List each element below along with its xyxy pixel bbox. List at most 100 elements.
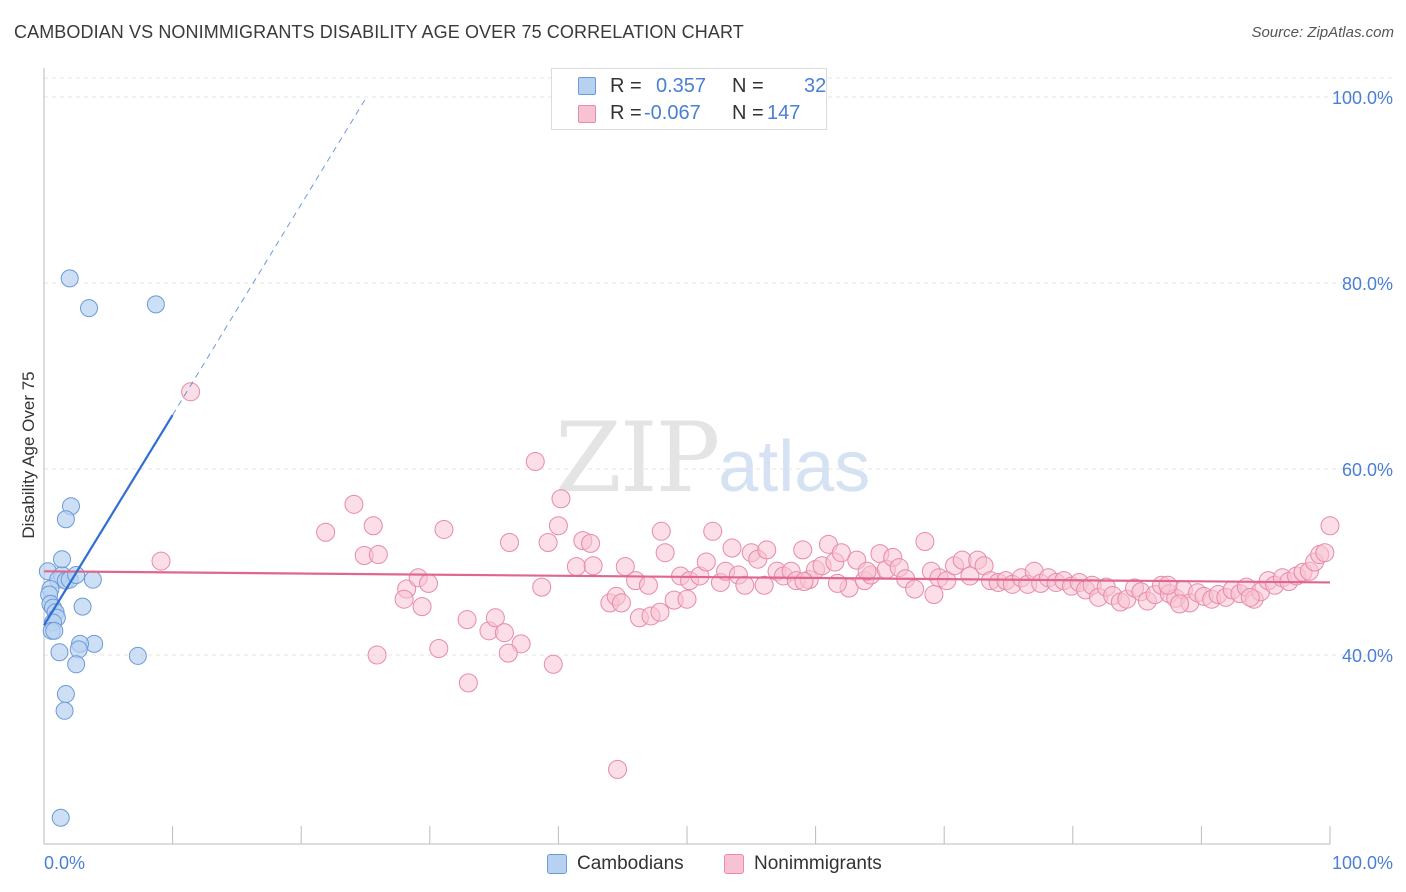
nonimmigrant-point bbox=[581, 533, 601, 553]
nonimmigrant-point bbox=[458, 673, 478, 693]
cambodian-point bbox=[146, 295, 165, 314]
nonimmigrant-point bbox=[638, 575, 658, 595]
nonimmigrant-point bbox=[394, 589, 414, 609]
stat-n-value-cambodians: 32 bbox=[804, 75, 827, 97]
nonimmigrant-point bbox=[1320, 516, 1340, 536]
cambodian-point bbox=[73, 597, 92, 616]
nonimmigrant-point bbox=[525, 452, 545, 472]
nonimmigrant-point bbox=[412, 597, 432, 617]
nonimmigrant-point bbox=[419, 573, 439, 593]
y-tick-label: 40.0% bbox=[1342, 646, 1393, 666]
legend-swatch-nonimmigrants bbox=[724, 854, 744, 874]
nonimmigrant-point bbox=[344, 494, 364, 514]
nonimmigrant-point bbox=[498, 643, 518, 663]
x-tick-label: 0.0% bbox=[44, 853, 85, 873]
watermark-zip: ZIP bbox=[555, 402, 720, 514]
cambodian-point bbox=[67, 655, 86, 674]
nonimmigrant-point bbox=[548, 516, 568, 536]
legend-label-nonimmigrants: Nonimmigrants bbox=[754, 853, 882, 874]
nonimmigrant-point bbox=[1240, 587, 1260, 607]
stat-r-label: R = bbox=[610, 102, 642, 124]
cambodian-point bbox=[80, 299, 99, 318]
cambodians-trend-extension bbox=[172, 98, 366, 416]
stat-r-value-cambodians: 0.357 bbox=[656, 75, 707, 97]
stat-r-value-nonimmigrants: -0.067 bbox=[644, 102, 701, 124]
nonimmigrant-point bbox=[543, 654, 563, 674]
stat-swatch-nonimmigrants bbox=[578, 105, 596, 123]
watermark: ZIPatlas bbox=[555, 402, 870, 514]
nonimmigrant-point bbox=[655, 543, 675, 563]
nonimmigrant-point bbox=[316, 522, 336, 542]
stat-n-value-nonimmigrants: 147 bbox=[767, 102, 801, 124]
nonimmigrant-point bbox=[551, 489, 571, 509]
nonimmigrant-point bbox=[1315, 543, 1335, 563]
nonimmigrant-point bbox=[937, 571, 957, 591]
cambodian-point bbox=[51, 808, 70, 827]
legend-item-cambodians[interactable]: Cambodians bbox=[547, 851, 684, 877]
nonimmigrant-point bbox=[677, 589, 697, 609]
cambodian-point bbox=[53, 550, 72, 569]
nonimmigrant-point bbox=[181, 382, 201, 402]
legend-label-cambodians: Cambodians bbox=[577, 853, 684, 874]
nonimmigrant-point bbox=[924, 585, 944, 605]
stat-swatch-cambodians bbox=[578, 77, 596, 95]
nonimmigrant-point bbox=[905, 579, 925, 599]
nonimmigrant-point bbox=[608, 759, 628, 779]
nonimmigrant-point bbox=[538, 532, 558, 552]
nonimmigrant-point bbox=[794, 572, 814, 592]
cambodian-point bbox=[60, 269, 79, 288]
nonimmigrant-point bbox=[793, 540, 813, 560]
stat-r-label: R = bbox=[610, 75, 642, 97]
nonimmigrant-point bbox=[494, 623, 514, 643]
nonimmigrant-point bbox=[611, 593, 631, 613]
nonimmigrant-point bbox=[1170, 594, 1190, 614]
nonimmigrant-point bbox=[651, 521, 671, 541]
cambodians-trend-line bbox=[43, 414, 174, 626]
nonimmigrant-point bbox=[722, 538, 742, 558]
nonimmigrant-point bbox=[757, 540, 777, 560]
nonimmigrant-point bbox=[511, 634, 531, 654]
cambodian-point bbox=[69, 640, 88, 659]
watermark-atlas: atlas bbox=[718, 427, 871, 507]
y-tick-label: 60.0% bbox=[1342, 460, 1393, 480]
nonimmigrant-point bbox=[485, 608, 505, 628]
nonimmigrant-point bbox=[434, 519, 454, 539]
nonimmigrant-point bbox=[915, 532, 935, 552]
nonimmigrant-point bbox=[703, 521, 723, 541]
cambodian-point bbox=[55, 701, 74, 720]
cambodian-point bbox=[50, 643, 69, 662]
nonimmigrant-point bbox=[857, 561, 877, 581]
legend-swatch-cambodians bbox=[547, 854, 567, 874]
nonimmigrant-point bbox=[363, 516, 383, 536]
nonimmigrant-point bbox=[735, 575, 755, 595]
nonimmigrant-point bbox=[831, 543, 851, 563]
nonimmigrant-point bbox=[566, 557, 586, 577]
cambodian-point bbox=[56, 685, 75, 704]
nonimmigrant-point bbox=[532, 577, 552, 597]
cambodian-point bbox=[56, 510, 75, 529]
chart-title: CAMBODIAN VS NONIMMIGRANTS DISABILITY AG… bbox=[14, 22, 744, 42]
nonimmigrant-point bbox=[429, 638, 449, 658]
nonimmigrant-point bbox=[151, 551, 171, 571]
y-tick-label: 100.0% bbox=[1332, 88, 1393, 108]
legend-item-nonimmigrants[interactable]: Nonimmigrants bbox=[724, 851, 882, 877]
nonimmigrant-point bbox=[754, 575, 774, 595]
nonimmigrant-point bbox=[500, 532, 520, 552]
cambodian-point bbox=[83, 570, 102, 589]
stat-n-label: N = bbox=[732, 102, 764, 124]
source-label: Source: ZipAtlas.com bbox=[1251, 24, 1394, 41]
nonimmigrants-trend-line bbox=[43, 570, 1331, 584]
x-tick-label: 100.0% bbox=[1332, 853, 1393, 873]
cambodian-point bbox=[45, 621, 64, 640]
correlation-stats-box: R = 0.357 N = 32 R = -0.067 N = 147 bbox=[551, 68, 827, 130]
nonimmigrant-point bbox=[1158, 575, 1178, 595]
nonimmigrant-point bbox=[696, 552, 716, 572]
nonimmigrant-point bbox=[650, 602, 670, 622]
y-axis-label: Disability Age Over 75 bbox=[19, 371, 38, 538]
nonimmigrant-point bbox=[367, 645, 387, 665]
y-tick-label: 80.0% bbox=[1342, 274, 1393, 294]
stat-n-label: N = bbox=[732, 75, 764, 97]
nonimmigrant-point bbox=[583, 556, 603, 576]
cambodian-point bbox=[128, 646, 147, 665]
